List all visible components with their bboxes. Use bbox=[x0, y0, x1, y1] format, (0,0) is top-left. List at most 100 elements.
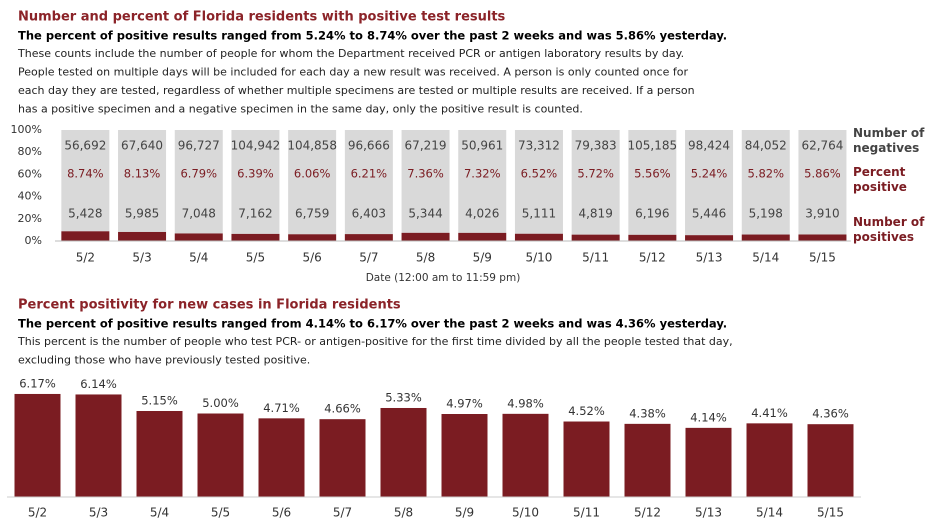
description-line: People tested on multiple days will be i… bbox=[18, 66, 688, 79]
percent-label: 7.32% bbox=[464, 167, 501, 181]
bar bbox=[136, 410, 183, 497]
legend-label: Number of negatives bbox=[853, 126, 925, 155]
negatives-bar bbox=[798, 130, 847, 235]
bar bbox=[746, 423, 793, 497]
bar bbox=[502, 413, 549, 497]
value-label: 4.71% bbox=[263, 401, 300, 415]
bar bbox=[380, 407, 427, 497]
percent-label: 5.24% bbox=[691, 167, 728, 181]
x-tick-label: 5/12 bbox=[639, 251, 666, 265]
negatives-bar bbox=[458, 130, 507, 233]
positives-bar bbox=[798, 234, 847, 241]
percent-label: 6.39% bbox=[237, 167, 274, 181]
positives-label: 7,162 bbox=[238, 207, 272, 221]
y-tick-label: 60% bbox=[18, 167, 42, 180]
x-tick-label: 5/13 bbox=[696, 251, 723, 265]
value-label: 4.66% bbox=[324, 402, 361, 416]
negatives-label: 79,383 bbox=[575, 139, 617, 153]
positives-bar bbox=[61, 231, 110, 241]
negatives-label: 56,692 bbox=[64, 139, 106, 153]
y-tick-label: 100% bbox=[11, 123, 42, 136]
percent-label: 6.21% bbox=[351, 167, 388, 181]
bar bbox=[441, 414, 488, 497]
negatives-bar bbox=[741, 130, 790, 235]
x-tick-label: 5/7 bbox=[333, 506, 352, 520]
legend-line: positives bbox=[853, 230, 914, 244]
x-tick-label: 5/11 bbox=[573, 506, 600, 520]
value-label: 5.00% bbox=[202, 396, 239, 410]
legend-line: positive bbox=[853, 180, 907, 194]
value-label: 6.17% bbox=[19, 376, 56, 390]
negatives-label: 62,764 bbox=[801, 139, 843, 153]
x-tick-label: 5/15 bbox=[809, 251, 836, 265]
bar bbox=[563, 421, 610, 497]
negatives-bar bbox=[344, 130, 393, 235]
x-axis-label: Date (12:00 am to 11:59 pm) bbox=[366, 272, 521, 284]
positives-label: 3,910 bbox=[805, 207, 839, 221]
x-tick-label: 5/15 bbox=[817, 506, 844, 520]
description-line: This percent is the number of people who… bbox=[17, 335, 733, 348]
negatives-label: 104,858 bbox=[287, 139, 337, 153]
bar bbox=[258, 418, 305, 497]
description-line: excluding those who have previously test… bbox=[18, 354, 310, 367]
x-tick-label: 5/14 bbox=[756, 506, 783, 520]
positives-label: 5,198 bbox=[749, 207, 783, 221]
positives-label: 5,344 bbox=[408, 207, 442, 221]
percent-label: 5.82% bbox=[747, 167, 784, 181]
negatives-bar bbox=[231, 130, 280, 234]
x-tick-label: 5/10 bbox=[512, 506, 539, 520]
negatives-bar bbox=[174, 130, 223, 234]
negatives-label: 96,727 bbox=[178, 139, 220, 153]
percent-label: 7.36% bbox=[407, 167, 444, 181]
value-label: 4.97% bbox=[446, 397, 483, 411]
positives-label: 6,759 bbox=[295, 207, 329, 221]
positives-label: 6,403 bbox=[352, 207, 386, 221]
y-tick-label: 40% bbox=[18, 190, 42, 203]
x-tick-label: 5/12 bbox=[634, 506, 661, 520]
positives-bar bbox=[174, 233, 223, 241]
negatives-label: 96,666 bbox=[348, 139, 390, 153]
positives-bar bbox=[685, 235, 734, 241]
positives-bar bbox=[288, 234, 337, 241]
legend-line: negatives bbox=[853, 141, 919, 155]
legend-label: Number of positives bbox=[853, 215, 925, 244]
positives-label: 6,196 bbox=[635, 207, 669, 221]
x-tick-label: 5/7 bbox=[359, 251, 378, 265]
negatives-bar bbox=[401, 130, 450, 233]
value-label: 4.41% bbox=[751, 406, 788, 420]
chart-title: Percent positivity for new cases in Flor… bbox=[18, 298, 401, 313]
negatives-bar bbox=[571, 130, 620, 235]
positives-bar bbox=[401, 232, 450, 241]
positives-label: 5,428 bbox=[68, 207, 102, 221]
description-line: These counts include the number of peopl… bbox=[17, 47, 684, 60]
positives-label: 5,446 bbox=[692, 207, 726, 221]
percent-label: 8.13% bbox=[124, 167, 161, 181]
x-tick-label: 5/4 bbox=[189, 251, 208, 265]
negatives-bar bbox=[118, 130, 167, 232]
negatives-bar bbox=[628, 130, 677, 235]
percent-label: 5.86% bbox=[804, 167, 841, 181]
x-tick-label: 5/14 bbox=[752, 251, 779, 265]
positives-bar bbox=[458, 232, 507, 241]
negatives-label: 105,185 bbox=[628, 139, 678, 153]
percent-label: 6.52% bbox=[521, 167, 558, 181]
bar bbox=[197, 413, 244, 497]
chart-title: Number and percent of Florida residents … bbox=[18, 10, 506, 25]
negatives-bar bbox=[61, 130, 110, 232]
x-tick-label: 5/13 bbox=[695, 506, 722, 520]
legend-label: Percent positive bbox=[853, 165, 907, 194]
legend-line: Percent bbox=[853, 165, 906, 179]
bar bbox=[319, 419, 366, 497]
x-tick-label: 5/11 bbox=[582, 251, 609, 265]
description-line: has a positive specimen and a negative s… bbox=[18, 103, 583, 116]
legend-line: Number of bbox=[853, 126, 925, 140]
negatives-bar bbox=[685, 130, 734, 236]
percent-label: 6.06% bbox=[294, 167, 331, 181]
percent-label: 8.74% bbox=[67, 167, 104, 181]
value-label: 4.38% bbox=[629, 406, 666, 420]
percent-label: 5.56% bbox=[634, 167, 671, 181]
positives-bar bbox=[231, 233, 280, 241]
x-tick-label: 5/5 bbox=[211, 506, 230, 520]
x-tick-label: 5/4 bbox=[150, 506, 169, 520]
value-label: 5.15% bbox=[141, 393, 178, 407]
